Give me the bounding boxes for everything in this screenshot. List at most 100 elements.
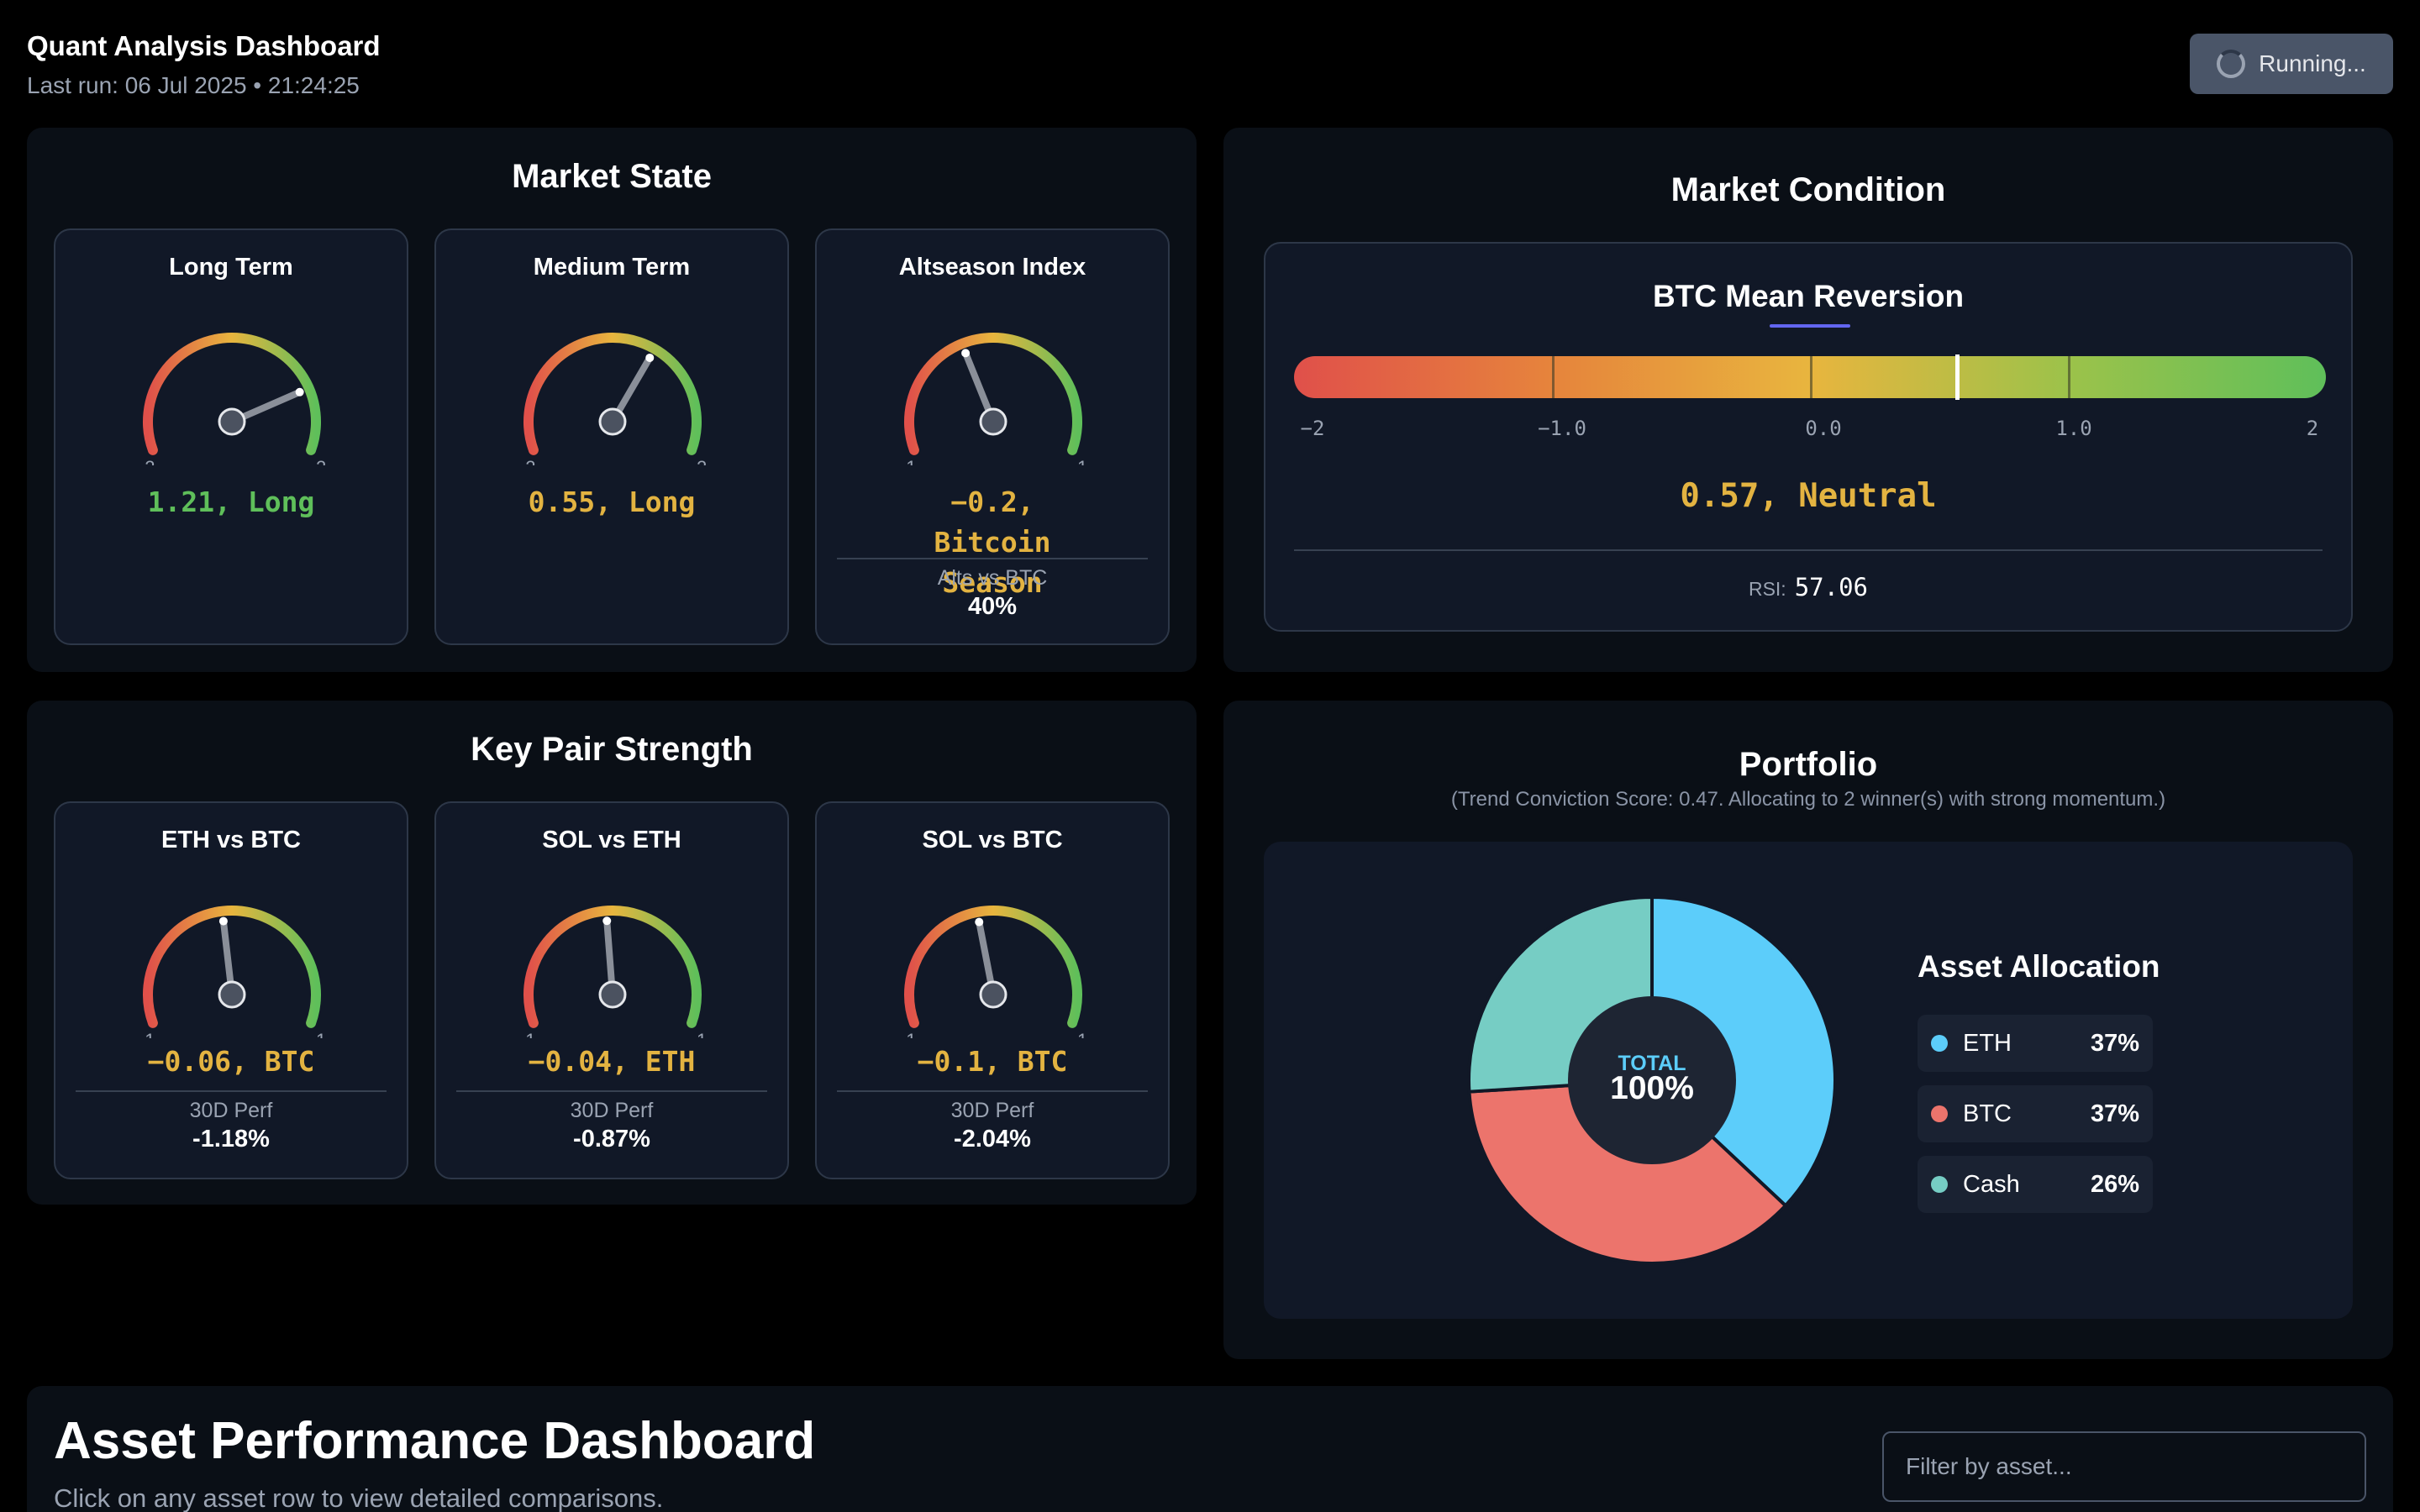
gauge-value: −0.04, ETH bbox=[528, 1045, 696, 1078]
gauge-arc bbox=[523, 333, 702, 455]
run-button-label: Running... bbox=[2259, 50, 2366, 76]
mean-reversion-title: BTC Mean Reversion bbox=[1652, 279, 1965, 313]
gauge-arc bbox=[904, 333, 1082, 455]
app-header: Quant Analysis Dashboard Last run: 06 Ju… bbox=[27, 30, 381, 99]
card-title: ETH vs BTC bbox=[161, 827, 301, 853]
gauge-value: −0.2, Bitcoin Season bbox=[934, 486, 1051, 599]
card-title: Medium Term bbox=[533, 254, 691, 281]
allocation-item-eth: ETH 37% bbox=[1918, 1015, 2153, 1072]
gauge-max-label: 2 bbox=[316, 457, 326, 465]
key-pair-title: Key Pair Strength bbox=[471, 731, 753, 768]
gauge-arc bbox=[143, 906, 321, 1028]
portfolio-subtitle: (Trend Conviction Score: 0.47. Allocatin… bbox=[1450, 788, 2166, 811]
gauge-min-label: −1 bbox=[134, 1030, 155, 1038]
mean-reversion-value: 0.57, Neutral bbox=[1680, 477, 1937, 515]
card-title: Long Term bbox=[169, 254, 293, 281]
allocation-pct: 37% bbox=[2090, 1029, 2139, 1057]
divider bbox=[1294, 549, 2323, 551]
asset-performance-subtitle: Click on any asset row to view detailed … bbox=[54, 1483, 664, 1512]
gauge-card-medium-term: Medium Term −2 2 0.55, Long bbox=[434, 228, 789, 645]
gauge-card-altseason: Altseason Index −1 1 −0.2, Bitcoin Season… bbox=[815, 228, 1170, 645]
gauge-needle-tip bbox=[975, 917, 984, 927]
gauge: −1 1 bbox=[895, 333, 1087, 465]
gauge-needle-tip bbox=[295, 387, 304, 396]
gauge: −2 2 bbox=[514, 333, 707, 465]
gauge-max-label: 1 bbox=[697, 1030, 707, 1038]
title-underline bbox=[1770, 324, 1850, 328]
card-title: SOL vs BTC bbox=[922, 827, 1063, 853]
divider bbox=[456, 1090, 767, 1092]
gauge-pivot bbox=[218, 407, 246, 436]
perf-label: 30D Perf bbox=[189, 1099, 273, 1122]
pair-card-sol-eth: SOL vs ETH −1 1 −0.04, ETH 30D Perf -0.87… bbox=[434, 801, 789, 1179]
alts-vs-btc-value: 40% bbox=[967, 593, 1018, 620]
allocation-name: ETH bbox=[1963, 1029, 2012, 1057]
spinner-icon bbox=[2217, 50, 2246, 78]
gauge-min-label: −2 bbox=[514, 457, 535, 465]
bar-tick bbox=[1810, 356, 1812, 398]
gauge-needle-tip bbox=[602, 916, 612, 926]
axis-label: 2 bbox=[2306, 417, 2319, 440]
donut-center-label: TOTAL bbox=[1618, 1052, 1686, 1075]
gauge-value: −0.06, BTC bbox=[147, 1045, 315, 1078]
filter-asset-input[interactable] bbox=[1882, 1431, 2366, 1502]
last-run-text: Last run: 06 Jul 2025 • 21:24:25 bbox=[27, 72, 360, 98]
card-title: SOL vs ETH bbox=[542, 827, 681, 853]
axis-label: −1.0 bbox=[1538, 417, 1586, 440]
gauge-min-label: −1 bbox=[895, 1030, 916, 1038]
allocation-title: Asset Allocation bbox=[1918, 949, 2160, 984]
donut-slice-btc bbox=[1467, 1078, 1788, 1265]
gauge-max-label: 1 bbox=[316, 1030, 326, 1038]
gauge-value: −0.1, BTC bbox=[917, 1045, 1068, 1078]
gauge-pivot bbox=[598, 407, 627, 436]
gauge-needle-tip bbox=[218, 916, 228, 926]
axis-label: 1.0 bbox=[2055, 417, 2092, 440]
portfolio-title: Portfolio bbox=[1739, 746, 1878, 783]
gauge-pivot bbox=[979, 407, 1007, 436]
divider bbox=[837, 558, 1148, 559]
gauge: −1 1 bbox=[514, 906, 707, 1038]
market-condition-title: Market Condition bbox=[1670, 171, 1946, 208]
gauge: −2 2 bbox=[134, 333, 326, 465]
donut-center-value: 100% bbox=[1610, 1070, 1694, 1106]
market-state-title: Market State bbox=[512, 158, 712, 195]
gauge-needle-tip bbox=[961, 349, 971, 358]
rsi-label: RSI: bbox=[1748, 578, 1786, 600]
axis-label: 0.0 bbox=[1805, 417, 1842, 440]
legend-dot bbox=[1931, 1035, 1948, 1052]
allocation-item-btc: BTC 37% bbox=[1918, 1085, 2153, 1142]
gauge-min-label: −2 bbox=[134, 457, 155, 465]
perf-label: 30D Perf bbox=[950, 1099, 1034, 1122]
gauge-max-label: 1 bbox=[1077, 1030, 1087, 1038]
gauge-arc bbox=[904, 906, 1082, 1028]
allocation-item-cash: Cash 26% bbox=[1918, 1156, 2153, 1213]
bar-tick bbox=[2068, 356, 2070, 398]
gauge: −1 1 bbox=[895, 906, 1087, 1038]
gauge-pivot bbox=[598, 980, 627, 1009]
value-marker bbox=[1954, 354, 1960, 400]
perf-value: -2.04% bbox=[954, 1126, 1031, 1152]
key-pair-panel: Key Pair Strength ETH vs BTC −1 1 −0.06, … bbox=[27, 701, 1197, 1205]
perf-label: 30D Perf bbox=[570, 1099, 654, 1122]
divider bbox=[837, 1090, 1148, 1092]
bar-tick bbox=[1552, 356, 1555, 398]
run-button[interactable]: Running... bbox=[2190, 34, 2393, 94]
portfolio-chart-area: TOTAL 100% Asset Allocation ETH 37% BTC … bbox=[1264, 842, 2353, 1319]
gauge-max-label: 1 bbox=[1077, 457, 1087, 465]
allocation-pct: 37% bbox=[2090, 1100, 2139, 1127]
donut-center bbox=[1568, 996, 1736, 1164]
gauge-card-long-term: Long Term −2 2 1.21, Long bbox=[54, 228, 408, 645]
mean-reversion-card: BTC Mean Reversion −2 −1.0 0.0 1.0 2 0.5… bbox=[1264, 242, 2353, 632]
asset-performance-title: Asset Performance Dashboard bbox=[54, 1412, 816, 1470]
perf-value: -0.87% bbox=[573, 1126, 650, 1152]
mean-reversion-bar bbox=[1294, 354, 2326, 400]
legend-dot bbox=[1931, 1176, 1948, 1193]
axis-label: −2 bbox=[1300, 417, 1325, 440]
divider bbox=[76, 1090, 387, 1092]
allocation-name: Cash bbox=[1963, 1170, 2020, 1198]
market-state-panel: Market State Long Term −2 2 1.21, Long Me… bbox=[27, 128, 1197, 672]
gauge-needle-tip bbox=[645, 353, 655, 362]
gauge-pivot bbox=[979, 980, 1007, 1009]
pair-card-sol-btc: SOL vs BTC −1 1 −0.1, BTC 30D Perf -2.04% bbox=[815, 801, 1170, 1179]
gauge-arc bbox=[523, 906, 702, 1028]
